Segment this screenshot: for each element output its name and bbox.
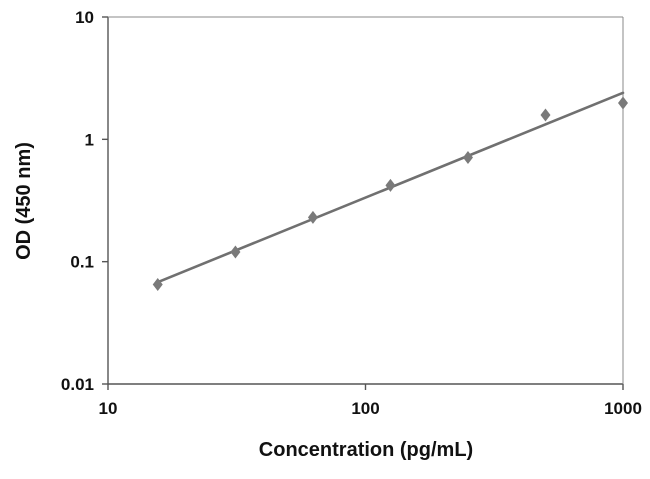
data-point [307,210,318,224]
x-tick-label: 100 [351,399,379,418]
y-axis-title: OD (450 nm) [13,142,35,260]
data-point [230,245,241,259]
data-point [152,278,163,292]
x-tick-label: 10 [99,399,118,418]
data-point [385,178,396,192]
y-tick-label: 10 [75,8,94,27]
ticks-group: 0.01 0.1 1 10 10 100 1000 [61,8,642,418]
data-points-group [152,96,628,292]
y-tick-label: 0.01 [61,375,94,394]
y-tick-label: 1 [85,130,94,149]
y-tick-label: 0.1 [70,253,94,272]
axes-group [107,16,624,385]
data-point [540,108,551,122]
data-point [462,151,473,165]
x-axis-title: Concentration (pg/mL) [259,439,473,461]
x-tick-label: 1000 [604,399,642,418]
data-point [618,96,628,110]
